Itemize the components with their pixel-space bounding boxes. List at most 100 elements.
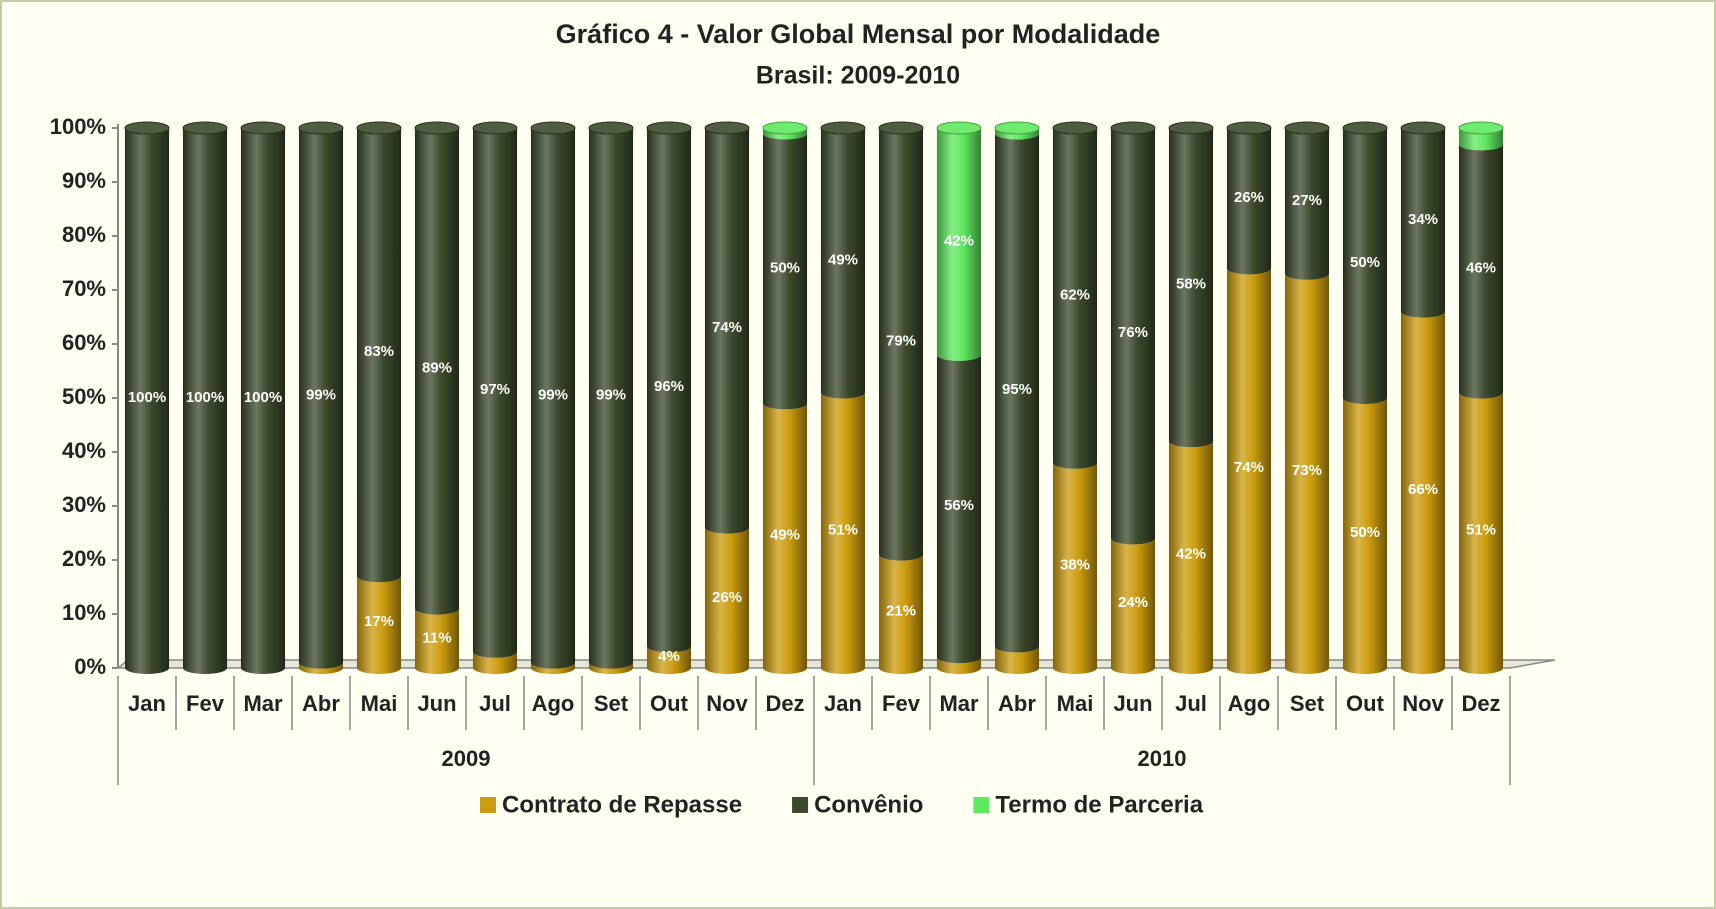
chart-subtitle: Brasil: 2009-2010 xyxy=(756,62,960,90)
x-tick-label: Out xyxy=(650,691,689,716)
cylinder-cap xyxy=(182,121,228,135)
x-tick-label: Jul xyxy=(479,691,511,716)
cylinder-cap xyxy=(820,121,866,135)
x-tick-label: Mar xyxy=(243,691,283,716)
bar-segment xyxy=(704,128,750,534)
bar-segment xyxy=(1284,128,1330,280)
data-label: 4% xyxy=(658,648,680,665)
bar-segment xyxy=(530,662,576,674)
cylinder-cap xyxy=(414,121,460,135)
data-label: 24% xyxy=(1118,594,1148,611)
y-tick-label: 10% xyxy=(62,600,106,625)
cylinder-cap xyxy=(530,121,576,135)
legend-label: Contrato de Repasse xyxy=(502,791,742,818)
data-label: 49% xyxy=(770,527,800,544)
bar-segment xyxy=(588,128,634,669)
bar-segment xyxy=(356,576,402,674)
bar-segment xyxy=(124,128,170,674)
bar-segment xyxy=(1110,538,1156,674)
cylinder-cap xyxy=(124,121,170,135)
x-tick-label: Out xyxy=(1346,691,1385,716)
x-tick-label: Mar xyxy=(939,691,979,716)
x-tick-label: Mai xyxy=(361,691,398,716)
cylinder-cap xyxy=(1342,121,1388,135)
data-label: 51% xyxy=(1466,521,1496,538)
data-label: 46% xyxy=(1466,259,1496,276)
bar-segment xyxy=(1052,128,1098,469)
data-label: 83% xyxy=(364,343,394,360)
cylinder-cap xyxy=(936,121,982,135)
bar-segment xyxy=(1168,128,1214,448)
data-label: 17% xyxy=(364,613,394,630)
data-label: 26% xyxy=(1234,189,1264,206)
y-tick-label: 70% xyxy=(62,276,106,301)
bar-segment xyxy=(762,403,808,674)
y-tick-label: 50% xyxy=(62,384,106,409)
bar-segment xyxy=(1400,311,1446,674)
data-label: 11% xyxy=(422,629,451,646)
x-tick-label: Mai xyxy=(1057,691,1094,716)
bar-segment xyxy=(1284,273,1330,674)
bar-segment xyxy=(936,128,982,361)
data-label: 51% xyxy=(828,521,858,538)
bar-segment xyxy=(530,128,576,669)
data-label: 74% xyxy=(712,319,742,336)
bar-segment xyxy=(994,133,1040,653)
cylinder-cap xyxy=(588,121,634,135)
bar-segment xyxy=(936,657,982,674)
x-tick-label: Nov xyxy=(706,691,748,716)
bar-segment xyxy=(1052,462,1098,674)
bar-segment xyxy=(878,554,924,674)
data-label: 26% xyxy=(712,589,742,606)
data-label: 21% xyxy=(886,602,916,619)
cylinder-cap xyxy=(1284,121,1330,135)
data-label: 99% xyxy=(596,386,626,403)
bar-segment xyxy=(1342,398,1388,674)
data-label: 27% xyxy=(1292,192,1322,209)
data-label: 99% xyxy=(538,386,568,403)
data-label: 96% xyxy=(654,378,684,395)
category-group-label: 2009 xyxy=(442,746,491,771)
bar-segment xyxy=(704,527,750,674)
cylinder-cap xyxy=(298,121,344,135)
bar-segment xyxy=(182,128,228,674)
y-tick-label: 80% xyxy=(62,222,106,247)
x-tick-label: Jan xyxy=(128,691,166,716)
data-label: 50% xyxy=(1350,254,1380,271)
data-label: 38% xyxy=(1060,556,1090,573)
data-label: 99% xyxy=(306,386,336,403)
bar-segment xyxy=(820,392,866,674)
cylinder-cap xyxy=(994,121,1040,135)
bar-segment xyxy=(1226,268,1272,674)
data-label: 100% xyxy=(186,389,224,406)
y-tick-label: 90% xyxy=(62,168,106,193)
x-tick-label: Dez xyxy=(1461,691,1500,716)
y-tick-label: 60% xyxy=(62,330,106,355)
cylinder-cap xyxy=(240,121,286,135)
bar-segment xyxy=(1168,441,1214,674)
data-label: 50% xyxy=(770,259,800,276)
x-tick-label: Set xyxy=(1290,691,1325,716)
data-label: 50% xyxy=(1350,524,1380,541)
data-label: 73% xyxy=(1292,462,1322,479)
x-tick-label: Jun xyxy=(417,691,456,716)
x-tick-label: Jul xyxy=(1175,691,1207,716)
x-tick-label: Ago xyxy=(532,691,575,716)
bar-segment xyxy=(1458,144,1504,399)
data-label: 56% xyxy=(944,497,974,514)
cylinder-cap xyxy=(1226,121,1272,135)
data-label: 100% xyxy=(244,389,282,406)
bar-segment xyxy=(646,646,692,674)
x-tick-label: Abr xyxy=(998,691,1036,716)
bar-segment xyxy=(762,133,808,410)
cylinder-cap xyxy=(1168,121,1214,135)
x-tick-label: Abr xyxy=(302,691,340,716)
bar-segment xyxy=(994,646,1040,674)
bar-segment xyxy=(298,662,344,674)
legend-swatch xyxy=(792,797,809,813)
cylinder-cap xyxy=(762,121,808,135)
y-tick-label: 30% xyxy=(62,492,106,517)
bar-segment xyxy=(472,128,518,658)
bar-segment xyxy=(646,128,692,653)
